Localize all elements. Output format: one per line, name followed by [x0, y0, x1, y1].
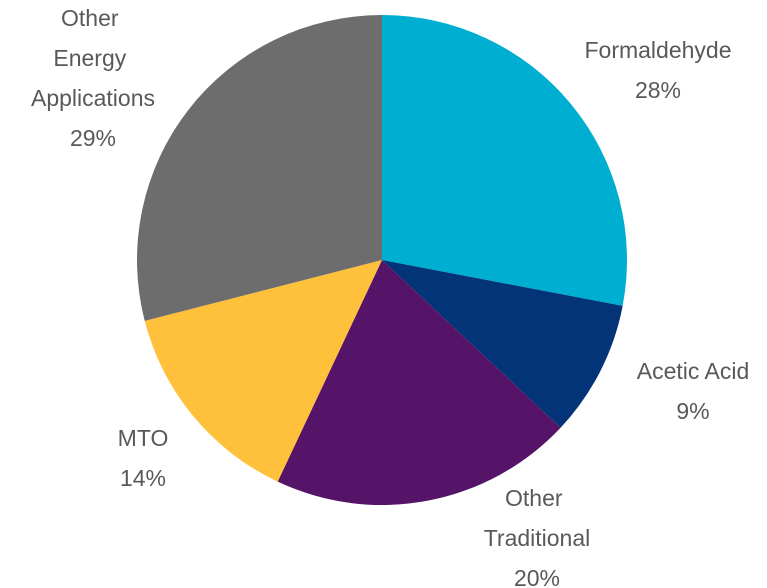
slice-value-label: 28% — [635, 77, 681, 103]
pie-slice — [277, 260, 561, 505]
slice-value-label: 20% — [514, 565, 560, 588]
slice-label: Acetic Acid — [637, 358, 750, 384]
slice-label: MTO — [118, 425, 169, 451]
slice-value-label: 29% — [70, 125, 116, 151]
label-line: Energy — [53, 45, 132, 71]
label-line: Formaldehyde — [584, 37, 731, 63]
slice-value-label: 14% — [120, 465, 166, 491]
pie-slice — [382, 260, 623, 428]
label-line: Acetic Acid — [637, 358, 750, 384]
slice-label: Other Traditional — [484, 485, 591, 551]
label-line: Applications — [31, 85, 155, 111]
label-line: Other — [61, 5, 125, 31]
label-line: Other — [505, 485, 569, 511]
pie-slice — [137, 15, 382, 321]
slice-label: Formaldehyde — [584, 37, 731, 63]
label-line: Traditional — [484, 525, 591, 551]
slice-label: Other Energy Applications — [31, 5, 155, 111]
pie-slice — [144, 260, 382, 482]
label-line: MTO — [118, 425, 169, 451]
slice-value-label: 9% — [676, 398, 709, 424]
pie-slice — [382, 15, 628, 306]
